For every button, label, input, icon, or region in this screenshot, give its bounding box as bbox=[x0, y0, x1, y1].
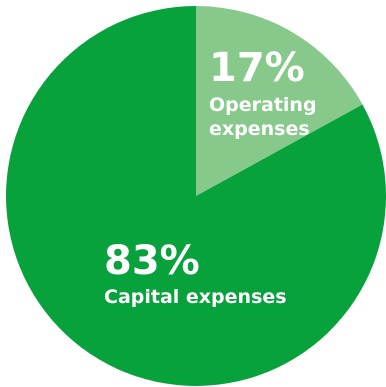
operating-expenses-slice bbox=[196, 6, 363, 196]
operating-expenses-percent: 17% bbox=[209, 45, 305, 91]
capital-expenses-label: Capital expenses bbox=[104, 286, 287, 308]
capital-expenses-slice bbox=[5, 6, 386, 387]
operating-expenses-label-line-1: Operating bbox=[209, 94, 317, 116]
capital-expenses-percent: 83% bbox=[104, 238, 200, 284]
pie-slices bbox=[5, 6, 386, 387]
operating-expenses-label-line-2: expenses bbox=[209, 118, 310, 140]
